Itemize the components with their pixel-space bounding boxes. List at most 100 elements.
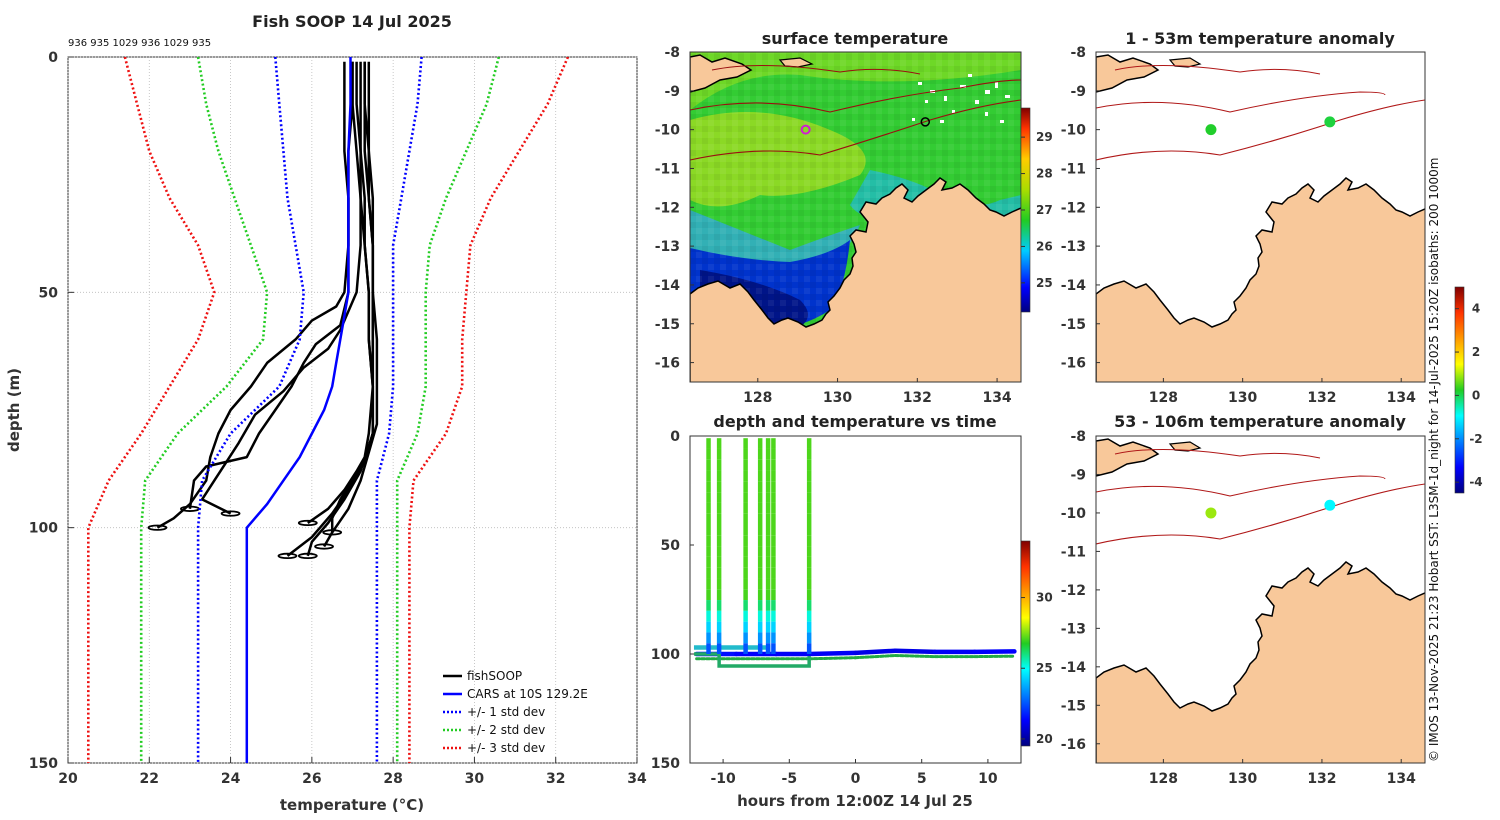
profile-tick-x: 24 xyxy=(221,771,241,787)
timeseries-tick-y: 150 xyxy=(651,756,680,772)
profile-lines xyxy=(87,57,570,763)
sst-cast-marker-west xyxy=(800,124,811,135)
profile-tick-y: 50 xyxy=(39,285,59,301)
anom-lower-point-east xyxy=(1324,499,1336,511)
anom-upper-point-east xyxy=(1324,116,1336,128)
profile-line--3-std xyxy=(408,57,570,763)
anom-lower-tick-y: -16 xyxy=(1061,737,1086,753)
sst-colorbar-tick: 29 xyxy=(1036,130,1053,144)
timeseries-bottom-track-warm xyxy=(807,656,857,661)
anom-upper-tick-y: -15 xyxy=(1061,317,1086,333)
anom-lower-island-small xyxy=(1168,441,1202,452)
anom-lower-tick-y: -9 xyxy=(1070,467,1086,483)
sst-colorbar-tick: 25 xyxy=(1036,276,1053,290)
anom-upper-tick-y: -8 xyxy=(1070,45,1086,61)
fishsoop-profile xyxy=(200,61,362,515)
fishsoop-bottom-loop xyxy=(297,519,318,527)
anom-upper-island-timor xyxy=(1096,54,1160,93)
profile-line--1-std xyxy=(196,57,306,763)
timeseries-tick-x: -5 xyxy=(782,771,798,787)
profile-ticks: 20 22 24 26 28 30 32 34 0 50 100 150 xyxy=(29,50,647,787)
anom-upper-tick-y: -10 xyxy=(1061,123,1087,139)
anom-lower-tick-y: -15 xyxy=(1061,698,1086,714)
timeseries-bottom-track xyxy=(853,648,898,656)
profile-tick-x: 28 xyxy=(383,771,402,787)
anomaly-colorbar-tick: 0 xyxy=(1472,388,1480,402)
credit-text: © IMOS 13-Nov-2025 21:23 Hobart SST: L3S… xyxy=(1427,158,1441,762)
anom-upper-tick-y: -12 xyxy=(1061,200,1086,216)
timeseries-bottom-track-warm xyxy=(893,654,937,659)
anom-lower-tick-y: -13 xyxy=(1061,621,1086,637)
legend-std1: +/- 1 std dev xyxy=(467,705,545,719)
fishsoop-profile xyxy=(323,61,379,548)
anom-lower-axes-box xyxy=(1095,435,1426,764)
anom-lower-tick-x: 128 xyxy=(1149,771,1178,787)
anom-upper-tick-x: 132 xyxy=(1307,390,1336,406)
anom-upper-tick-x: 130 xyxy=(1228,390,1257,406)
timeseries-tick-x: 5 xyxy=(917,771,927,787)
anom-lower-isobath-200 xyxy=(1096,483,1425,545)
anom-upper-axes-box xyxy=(1095,51,1426,383)
anom-upper-tick-x: 128 xyxy=(1149,390,1178,406)
anom-upper-point-west xyxy=(1205,124,1217,136)
sst-title: surface temperature xyxy=(762,29,949,48)
sst-cast-marker-east xyxy=(920,117,931,127)
sst-land xyxy=(690,177,1021,382)
sst-panel: surface temperature xyxy=(655,29,1053,406)
fishsoop-bottom-loop xyxy=(277,552,298,560)
profile-tick-y: 100 xyxy=(29,521,58,537)
anom-lower-ticks: 128 130 132 134 -8 -9 -10 -11 -12 -13 -14 -15 -16 xyxy=(1061,429,1416,787)
sst-tick-y: -8 xyxy=(664,45,680,61)
timeseries-tick-y: 50 xyxy=(661,538,681,554)
anomaly-colorbar-tick: -2 xyxy=(1469,432,1482,446)
anom-lower-point-west xyxy=(1205,507,1217,519)
sst-ticks: 128 130 132 134 -8 -9 -10 -11 -12 -13 -14 -15 -16 xyxy=(655,45,1012,406)
profile-tick-x: 26 xyxy=(302,771,321,787)
profile-grid xyxy=(67,56,638,764)
sst-tick-y: -9 xyxy=(664,84,680,100)
timeseries-tick-y: 100 xyxy=(651,647,680,663)
anom-lower-panel: 53 - 106m temperature anomaly 128 130 132 1… xyxy=(1061,412,1426,787)
anom-upper-land xyxy=(1096,177,1425,382)
profile-tick-y: 0 xyxy=(48,50,58,66)
profile-tick-x: 30 xyxy=(465,771,485,787)
profile-tick-y: 150 xyxy=(29,756,58,772)
timeseries-xlabel: hours from 12:00Z 14 Jul 25 xyxy=(737,792,973,810)
fishsoop-bottom-loop xyxy=(314,543,334,550)
anom-upper-title: 1 - 53m temperature anomaly xyxy=(1125,29,1395,48)
profile-tick-x: 20 xyxy=(58,771,78,787)
sst-colorbar-tick: 27 xyxy=(1036,203,1053,217)
fishsoop-bottom-loop xyxy=(297,552,318,560)
sst-tick-y: -10 xyxy=(655,123,681,139)
anom-upper-tick-y: -9 xyxy=(1070,84,1086,100)
sst-isobath-north xyxy=(711,64,921,75)
anom-upper-ticks: 128 130 132 134 -8 -9 -10 -11 -12 -13 -14 -15 -16 xyxy=(1061,45,1416,406)
anom-upper-isobath-north xyxy=(1114,64,1321,75)
anom-lower-tick-y: -14 xyxy=(1061,660,1087,676)
profile-line--3-std xyxy=(87,57,216,763)
fishsoop-profile xyxy=(306,61,375,557)
timeseries-bottom-track-warm xyxy=(854,654,897,660)
timeseries-colorbar-ticks: 20 25 30 xyxy=(1021,591,1053,746)
fishsoop-bottom-loop xyxy=(220,510,241,517)
anom-lower-tick-y: -12 xyxy=(1061,583,1086,599)
anom-upper-isobath-200 xyxy=(1096,99,1425,161)
anomaly-colorbar-tick: 4 xyxy=(1472,302,1480,316)
profile-header-labels: 936 935 1029 936 1029 935 xyxy=(68,38,211,49)
legend-fishsoop: fishSOOP xyxy=(467,669,522,683)
anom-upper-tick-y: -13 xyxy=(1061,239,1086,255)
profile-axes-box xyxy=(67,56,638,764)
anom-lower-land xyxy=(1096,561,1425,763)
profile-panel: Fish SOOP 14 Jul 2025 936 935 1029 936 1… xyxy=(5,12,647,814)
fishsoop-profile xyxy=(286,61,375,557)
sst-tick-y: -16 xyxy=(655,356,680,372)
sst-island-small xyxy=(778,57,814,68)
anom-lower-isobath-1000 xyxy=(1096,475,1386,497)
sst-map xyxy=(690,52,1021,382)
anom-lower-isobath-north xyxy=(1114,448,1321,459)
timeseries-title: depth and temperature vs time xyxy=(713,412,996,431)
sst-colorbar-tick: 26 xyxy=(1036,239,1053,253)
anom-upper-isobath-1000 xyxy=(1096,91,1386,113)
sst-colorbar-ticks: 25 26 27 28 29 xyxy=(1021,130,1053,290)
